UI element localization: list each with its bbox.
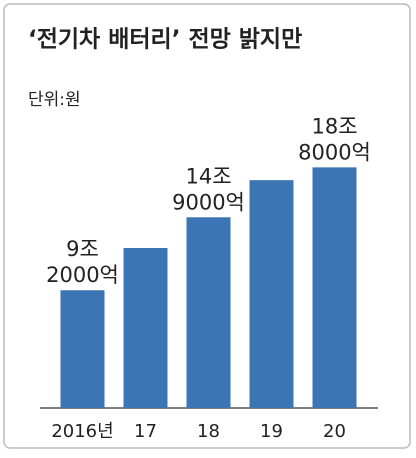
- bar: [60, 290, 105, 408]
- value-label: 18조: [311, 114, 357, 138]
- unit-label: 단위:원: [28, 90, 81, 110]
- x-tick-label: 19: [260, 421, 283, 442]
- value-label: 14조: [185, 164, 231, 188]
- x-tick-label: 20: [323, 421, 346, 442]
- bar: [249, 180, 294, 408]
- value-label: 9000억: [172, 190, 245, 214]
- x-tick-label: 17: [134, 421, 157, 442]
- bar: [312, 167, 357, 408]
- x-tick-label: 2016년: [51, 421, 113, 442]
- value-label: 8000억: [298, 140, 371, 164]
- value-label: 9조: [66, 237, 99, 261]
- x-tick-label: 18: [197, 421, 220, 442]
- bar: [186, 217, 231, 408]
- value-label: 2000억: [46, 263, 119, 287]
- bar: [123, 248, 168, 408]
- frame: [3, 3, 411, 449]
- chart-title: ‘전기차 배터리’ 전망 밝지만: [28, 27, 302, 53]
